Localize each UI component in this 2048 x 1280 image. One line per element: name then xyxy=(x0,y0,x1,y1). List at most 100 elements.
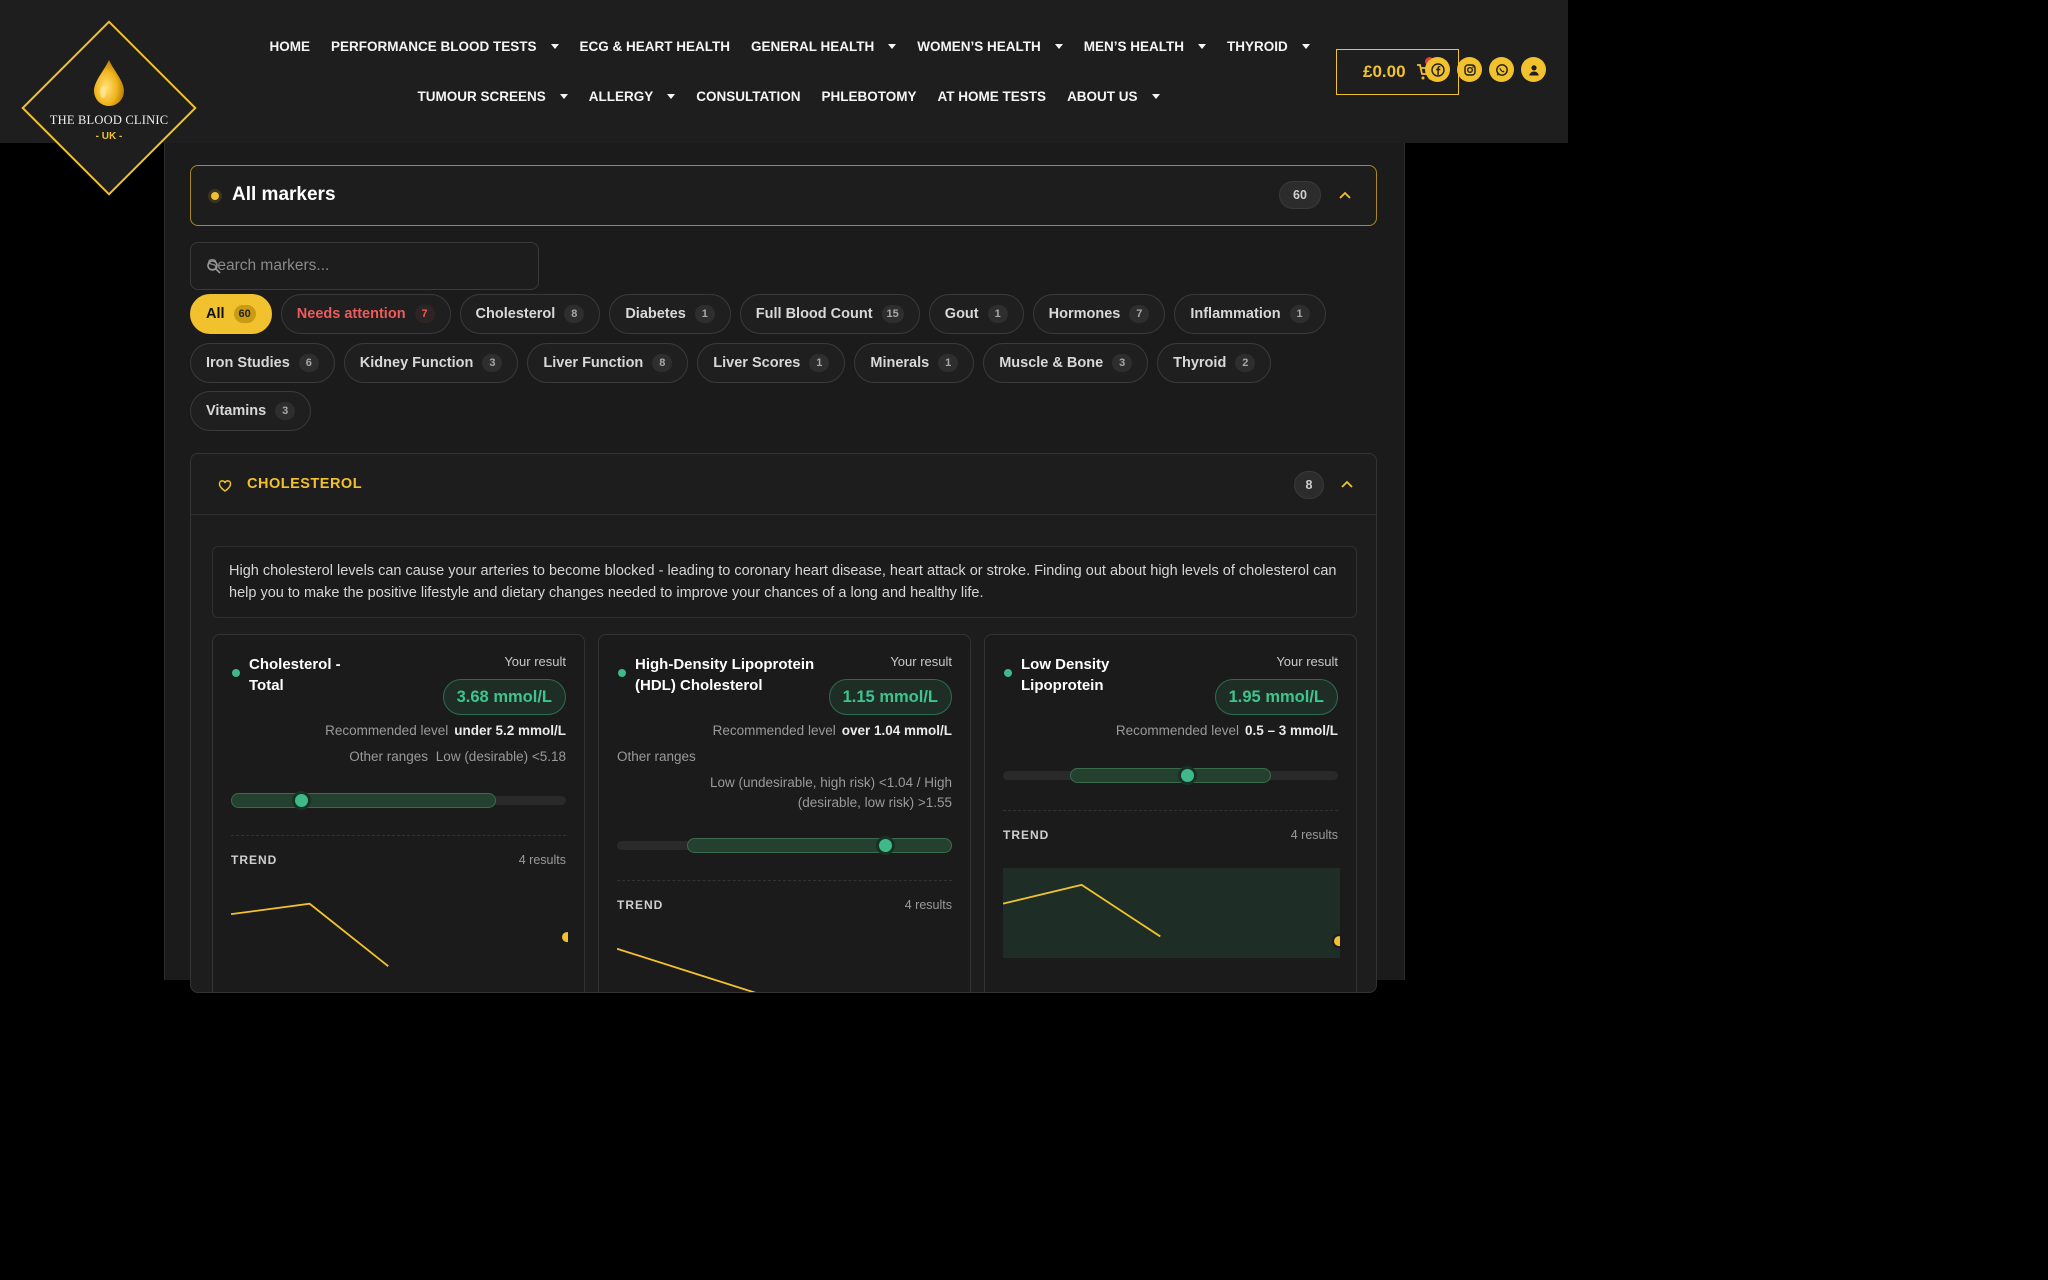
filter-chip-full-blood-count[interactable]: Full Blood Count 15 xyxy=(739,294,920,334)
range-zone xyxy=(231,793,496,808)
chip-count: 8 xyxy=(564,305,585,323)
trend-chart xyxy=(231,902,568,967)
section-description: High cholesterol levels can cause your a… xyxy=(212,546,1357,618)
caret-down-icon xyxy=(1151,93,1160,99)
caret-down-icon xyxy=(1198,43,1207,49)
other-ranges: Other ranges Low (desirable) <5.18 xyxy=(349,749,566,764)
filter-chip-cholesterol[interactable]: Cholesterol 8 xyxy=(459,294,601,334)
all-markers-header[interactable]: All markers 60 xyxy=(190,165,1377,226)
result-marker xyxy=(1177,766,1197,785)
status-dot xyxy=(618,669,626,677)
other-ranges-label: Other ranges xyxy=(617,749,696,764)
marker-card-hdl-cholesterol[interactable]: High-Density Lipoprotein (HDL) Cholestero… xyxy=(598,634,971,992)
filter-chip-minerals[interactable]: Minerals 1 xyxy=(854,343,975,383)
result-value: 3.68 mmol/L xyxy=(442,679,566,715)
status-dot xyxy=(208,189,222,203)
caret-down-icon xyxy=(1301,43,1310,49)
nav-womens-health[interactable]: WOMEN’S HEALTH xyxy=(907,39,1074,54)
chip-count: 1 xyxy=(694,305,715,323)
facebook-icon[interactable] xyxy=(1425,57,1450,82)
section-count: 8 xyxy=(1294,471,1324,499)
instagram-icon[interactable] xyxy=(1457,57,1482,82)
chip-label: Liver Function xyxy=(543,355,644,371)
nav-about-us[interactable]: ABOUT US xyxy=(1057,89,1171,104)
marker-name: Low Density Lipoprotein xyxy=(1021,656,1110,694)
nav-general-health[interactable]: GENERAL HEALTH xyxy=(741,39,907,54)
your-result-label: Your result xyxy=(504,654,566,669)
chip-label: Hormones xyxy=(1048,306,1121,322)
latest-result-point[interactable] xyxy=(560,930,568,945)
chevron-up-icon[interactable] xyxy=(1341,479,1353,491)
logo-diamond xyxy=(21,20,197,196)
site-logo[interactable]: THE BLOOD CLINIC - UK - xyxy=(21,20,197,196)
filter-chip-kidney-function[interactable]: Kidney Function 3 xyxy=(343,343,519,383)
your-result-label: Your result xyxy=(890,654,952,669)
results-count: 4 results xyxy=(1290,828,1338,842)
nav-ecg-heart-health[interactable]: ECG & HEART HEALTH xyxy=(579,38,731,54)
marker-card-ldl[interactable]: Low Density Lipoprotein Your result 1.95 … xyxy=(984,634,1357,992)
divider xyxy=(1003,810,1338,811)
latest-result-point[interactable] xyxy=(1332,934,1340,949)
nav-row-primary: HOME PERFORMANCE BLOOD TESTS ECG & HEART… xyxy=(259,34,1320,58)
section-header[interactable]: CHOLESTEROL 8 xyxy=(191,454,1376,515)
nav-phlebotomy[interactable]: PHLEBOTOMY xyxy=(821,88,917,104)
nav-home[interactable]: HOME xyxy=(269,38,311,54)
filter-chip-diabetes[interactable]: Diabetes 1 xyxy=(609,294,731,334)
filter-chip-liver-function[interactable]: Liver Function 8 xyxy=(527,343,689,383)
filter-chip-inflammation[interactable]: Inflammation 1 xyxy=(1174,294,1326,334)
marker-name: High-Density Lipoprotein (HDL) Cholestero… xyxy=(635,656,815,694)
marker-name: Cholesterol - Total xyxy=(249,656,341,694)
chip-count: 3 xyxy=(1112,354,1133,372)
your-result-label: Your result xyxy=(1276,654,1338,669)
nav-allergy[interactable]: ALLERGY xyxy=(578,89,686,104)
nav-thyroid[interactable]: THYROID xyxy=(1217,39,1321,54)
chevron-up-icon[interactable] xyxy=(1339,190,1351,202)
section-title: CHOLESTEROL xyxy=(247,476,363,492)
chip-count: 7 xyxy=(414,305,435,323)
chip-label: Vitamins xyxy=(206,403,267,419)
chip-label: Inflammation xyxy=(1190,306,1281,322)
chip-label: All xyxy=(206,306,225,322)
chip-label: Full Blood Count xyxy=(755,306,873,322)
filter-chip-muscle-bone[interactable]: Muscle & Bone 3 xyxy=(983,343,1149,383)
chip-label: Liver Scores xyxy=(713,355,801,371)
filter-chip-hormones[interactable]: Hormones 7 xyxy=(1032,294,1166,334)
divider xyxy=(617,880,952,881)
site-header: HOME PERFORMANCE BLOOD TESTS ECG & HEART… xyxy=(0,0,1568,143)
divider xyxy=(231,835,566,836)
nav-performance-blood-tests[interactable]: PERFORMANCE BLOOD TESTS xyxy=(321,39,570,54)
nav-mens-health[interactable]: MEN’S HEALTH xyxy=(1073,39,1216,54)
marker-card-cholesterol-total[interactable]: Cholesterol - Total Your result 3.68 mmol… xyxy=(212,634,585,992)
nav-tumour-screens[interactable]: TUMOUR SCREENS xyxy=(407,89,578,104)
filter-chip-liver-scores[interactable]: Liver Scores 1 xyxy=(697,343,846,383)
caret-down-icon xyxy=(667,93,676,99)
chip-count: 3 xyxy=(482,354,503,372)
chip-label: Minerals xyxy=(870,355,930,371)
result-marker xyxy=(875,836,895,855)
chip-label: Needs attention xyxy=(296,306,406,322)
trend-line xyxy=(231,902,389,967)
recommended-level: Recommended level under 5.2 mmol/L xyxy=(325,723,566,738)
nav-row-secondary: TUMOUR SCREENS ALLERGY CONSULTATION PHLE… xyxy=(407,84,1170,108)
chip-count: 8 xyxy=(652,354,673,372)
caret-down-icon xyxy=(559,93,568,99)
nav-at-home-tests[interactable]: AT HOME TESTS xyxy=(937,88,1047,104)
filter-chip-all[interactable]: All 60 xyxy=(190,294,272,334)
user-icon[interactable] xyxy=(1521,57,1546,82)
all-markers-title: All markers xyxy=(232,184,336,205)
filter-chip-vitamins[interactable]: Vitamins 3 xyxy=(190,391,312,431)
filter-chip-thyroid[interactable]: Thyroid 2 xyxy=(1157,343,1272,383)
chip-label: Cholesterol xyxy=(475,306,556,322)
search-input[interactable] xyxy=(191,243,538,289)
filter-chip-iron-studies[interactable]: Iron Studies 6 xyxy=(190,343,335,383)
logo-name: THE BLOOD CLINIC xyxy=(49,113,169,127)
filter-chip-needs-attention[interactable]: Needs attention 7 xyxy=(280,294,451,334)
chip-label: Diabetes xyxy=(625,306,686,322)
range-slider xyxy=(1003,766,1338,785)
filter-chip-gout[interactable]: Gout 1 xyxy=(928,294,1024,334)
whatsapp-icon[interactable] xyxy=(1489,57,1514,82)
cholesterol-section: CHOLESTEROL 8 High cholesterol levels ca… xyxy=(190,453,1377,993)
normal-range-band xyxy=(1003,868,1340,958)
chip-count: 1 xyxy=(938,354,959,372)
nav-consultation[interactable]: CONSULTATION xyxy=(696,88,801,104)
